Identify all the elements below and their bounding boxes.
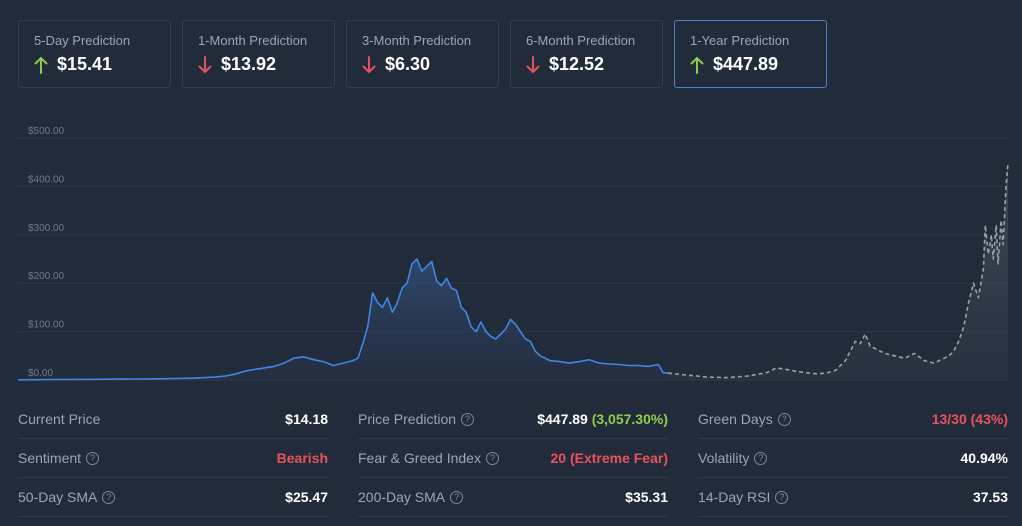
y-axis-ticks: $0.00 $100.00 $200.00 $300.00 $400.00 $500.00	[28, 126, 65, 379]
stat-label: Current Price	[18, 411, 101, 427]
help-icon[interactable]: ?	[775, 490, 789, 504]
stat-value: Bearish	[276, 450, 328, 466]
stat-price-prediction: Price Prediction? $447.89 (3,057.30%)	[358, 400, 668, 439]
stat-50-day-sma: 50-Day SMA? $25.47	[18, 478, 328, 517]
prediction-card-5-day[interactable]: 5-Day Prediction $15.41	[18, 20, 171, 88]
stat-label: Fear & Greed Index?	[358, 450, 499, 466]
y-tick-label: $500.00	[28, 126, 65, 137]
arrow-up-icon	[34, 56, 48, 74]
historical-area	[18, 259, 669, 380]
y-tick-label: $200.00	[28, 271, 65, 282]
stat-label: Volatility?	[698, 450, 768, 466]
stat-14-day-rsi: 14-Day RSI? 37.53	[698, 478, 1008, 517]
stat-200-day-sma: 200-Day SMA? $35.31	[358, 478, 668, 517]
arrow-down-icon	[362, 55, 376, 74]
help-icon[interactable]: ?	[102, 490, 116, 504]
stat-sentiment: Sentiment? Bearish	[18, 439, 328, 478]
prediction-card-3-month[interactable]: 3-Month Prediction $6.30	[346, 20, 499, 88]
prediction-card-6-month[interactable]: 6-Month Prediction $12.52	[510, 20, 663, 88]
prediction-area	[668, 163, 1008, 380]
stat-value: $35.31	[625, 489, 668, 505]
stats-column-2: Price Prediction? $447.89 (3,057.30%) Fe…	[358, 400, 668, 517]
arrow-up-icon	[690, 56, 704, 74]
stat-label: Green Days?	[698, 411, 791, 427]
stat-current-price: Current Price $14.18	[18, 400, 328, 439]
help-icon[interactable]: ?	[450, 490, 464, 504]
stat-green-days: Green Days? 13/30 (43%)	[698, 400, 1008, 439]
prediction-cards: 5-Day Prediction $15.41 1-Month Predicti…	[18, 20, 827, 88]
card-value: $12.52	[549, 54, 605, 74]
card-value: $447.89	[713, 54, 779, 74]
price-chart: $0.00 $100.00 $200.00 $300.00 $400.00 $500.00	[17, 126, 1009, 381]
chart-areas	[17, 163, 1009, 381]
stat-value: $25.47	[285, 489, 328, 505]
stat-label: 14-Day RSI?	[698, 489, 789, 505]
prediction-line	[668, 163, 1009, 379]
arrow-down-icon	[198, 55, 212, 74]
stat-value: $14.18	[285, 411, 328, 427]
help-icon[interactable]: ?	[754, 451, 768, 465]
stats-column-3: Green Days? 13/30 (43%) Volatility? 40.9…	[698, 400, 1008, 517]
stat-value: 20 (Extreme Fear)	[550, 450, 668, 466]
card-label: 1-Year Prediction	[690, 33, 790, 48]
prediction-card-1-year[interactable]: 1-Year Prediction $447.89	[674, 20, 827, 88]
card-value: $15.41	[57, 54, 113, 74]
stat-value: $447.89 (3,057.30%)	[537, 411, 668, 427]
y-tick-label: $400.00	[28, 174, 65, 185]
stat-fear-greed-index: Fear & Greed Index? 20 (Extreme Fear)	[358, 439, 668, 478]
stat-label: Sentiment?	[18, 450, 100, 466]
stat-label: Price Prediction?	[358, 411, 475, 427]
help-icon[interactable]: ?	[461, 412, 475, 426]
stat-value: 40.94%	[960, 450, 1008, 466]
historical-price-line	[17, 258, 669, 381]
help-icon[interactable]: ?	[777, 412, 791, 426]
y-tick-label: $300.00	[28, 223, 65, 234]
stat-change-percent: (3,057.30%)	[591, 411, 668, 427]
arrow-down-icon	[526, 55, 540, 74]
card-value: $6.30	[385, 54, 431, 74]
stat-value: 13/30 (43%)	[931, 411, 1008, 427]
stat-label: 200-Day SMA?	[358, 489, 464, 505]
y-tick-label: $100.00	[28, 320, 65, 331]
help-icon[interactable]: ?	[485, 451, 499, 465]
stat-value: 37.53	[972, 489, 1008, 505]
card-label: 5-Day Prediction	[34, 33, 131, 48]
stats-column-1: Current Price $14.18 Sentiment? Bearish …	[18, 400, 328, 517]
card-label: 3-Month Prediction	[362, 33, 472, 48]
stats-table: Current Price $14.18 Sentiment? Bearish …	[18, 400, 1008, 517]
y-tick-label: $0.00	[28, 368, 53, 379]
card-label: 6-Month Prediction	[526, 33, 636, 48]
stat-label: 50-Day SMA?	[18, 489, 116, 505]
stat-volatility: Volatility? 40.94%	[698, 439, 1008, 478]
prediction-card-1-month[interactable]: 1-Month Prediction $13.92	[182, 20, 335, 88]
card-value: $13.92	[221, 54, 277, 74]
card-label: 1-Month Prediction	[198, 33, 308, 48]
help-icon[interactable]: ?	[86, 451, 100, 465]
